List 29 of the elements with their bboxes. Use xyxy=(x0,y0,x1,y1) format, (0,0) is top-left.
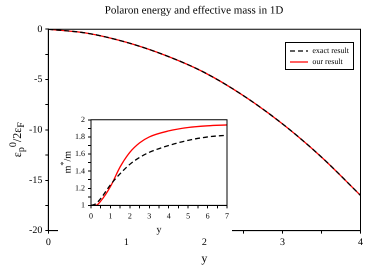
y-tick-label: 1 xyxy=(81,200,85,210)
y-tick-label: 0 xyxy=(37,24,42,35)
x-axis-title: y xyxy=(156,224,162,236)
x-tick-label: 6 xyxy=(206,211,210,220)
chart-title: Polaron energy and effective mass in 1D xyxy=(104,4,284,16)
y-tick-label: -10 xyxy=(28,124,42,136)
y-tick-label: -15 xyxy=(28,174,42,186)
x-tick-label: 3 xyxy=(280,237,285,248)
y-tick-label: 1.8 xyxy=(75,132,85,142)
legend-label: our result xyxy=(312,56,343,67)
x-tick-label: 3 xyxy=(147,211,152,220)
x-tick-label: 2 xyxy=(202,237,207,248)
x-tick-label: 1 xyxy=(108,211,112,220)
y-tick-label: 1.4 xyxy=(75,166,85,176)
y-tick-label: 2 xyxy=(81,114,85,124)
x-tick-label: 7 xyxy=(225,211,229,220)
x-tick-label: 0 xyxy=(46,237,51,248)
x-tick-label: 0 xyxy=(89,211,93,220)
x-tick-label: 5 xyxy=(186,211,190,220)
y-tick-label: -20 xyxy=(28,225,42,236)
y-tick-label: 1.6 xyxy=(75,149,85,158)
x-tick-label: 4 xyxy=(358,237,363,248)
x-tick-label: 1 xyxy=(124,237,129,248)
x-tick-label: 2 xyxy=(128,211,132,220)
y-tick-label: 1.2 xyxy=(75,183,85,192)
x-axis-title: y xyxy=(201,250,208,265)
x-tick-label: 4 xyxy=(166,211,171,220)
y-tick-label: -5 xyxy=(34,74,42,86)
legend-label: exact result xyxy=(312,45,349,56)
